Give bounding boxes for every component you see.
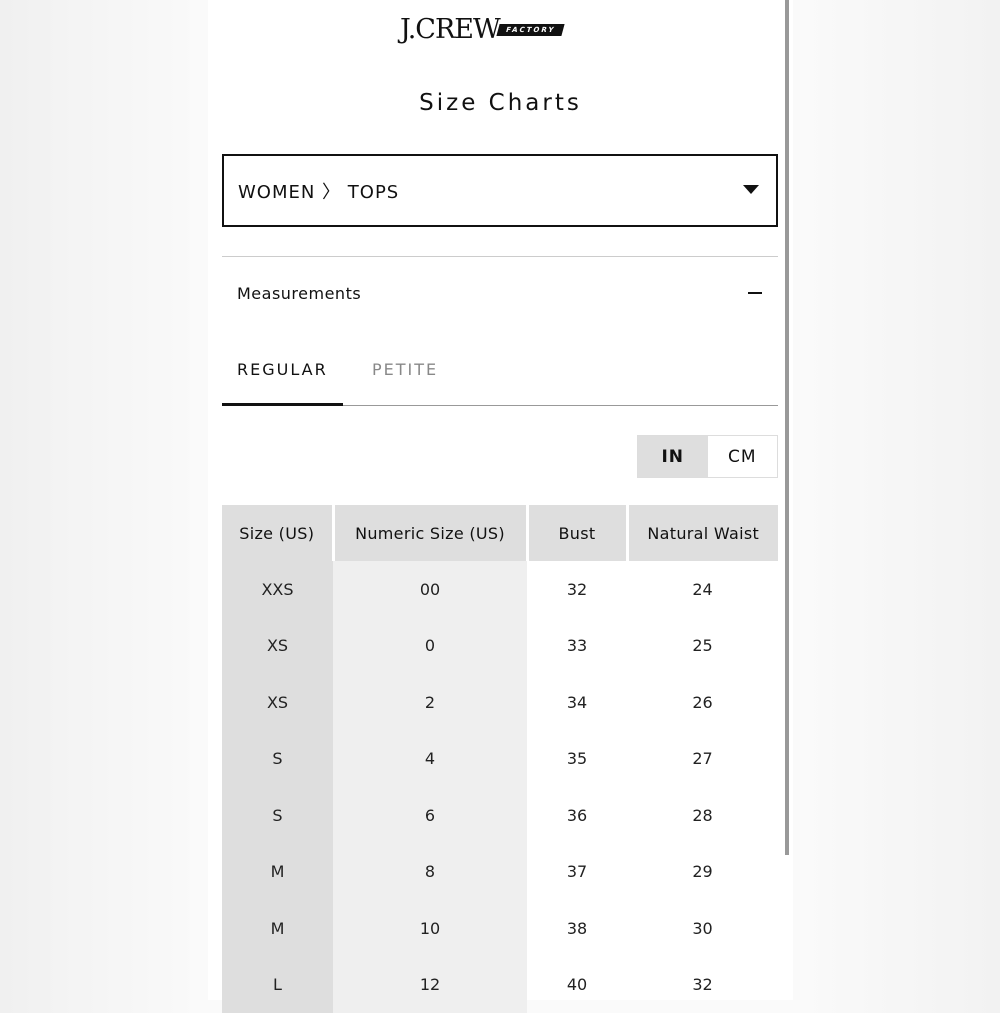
measurements-toggle[interactable]: Measurements: [237, 284, 361, 303]
table-cell: 0: [333, 618, 527, 675]
table-cell: 6: [333, 787, 527, 844]
table-cell: 29: [627, 844, 778, 901]
table-cell: 34: [527, 674, 627, 731]
page-title: Size Charts: [208, 90, 793, 116]
tab-regular[interactable]: REGULAR: [237, 360, 328, 379]
column-header: Numeric Size (US): [333, 505, 527, 561]
table-cell: 32: [527, 561, 627, 618]
logo-sub: FACTORY: [496, 24, 565, 36]
table-cell: 2: [333, 674, 527, 731]
column-header: Natural Waist: [627, 505, 778, 561]
table-cell: 8: [333, 844, 527, 901]
unit-in-button[interactable]: IN: [638, 436, 708, 477]
table-cell: 27: [627, 731, 778, 788]
table-cell: 25: [627, 618, 778, 675]
logo-brand: J.CREW: [400, 14, 500, 45]
table-cell: 26: [627, 674, 778, 731]
table-cell: 38: [527, 900, 627, 957]
table-cell: XS: [222, 674, 333, 731]
table-cell: 28: [627, 787, 778, 844]
column-header: Bust: [527, 505, 627, 561]
table-cell: 4: [333, 731, 527, 788]
category-select-value: WOMEN 〉 TOPS: [238, 178, 399, 204]
table-cell: 12: [333, 957, 527, 1013]
table-cell: 35: [527, 731, 627, 788]
tab-petite[interactable]: PETITE: [372, 360, 438, 379]
table-cell: XXS: [222, 561, 333, 618]
table-cell: 30: [627, 900, 778, 957]
unit-toggle: IN CM: [637, 435, 778, 478]
table-cell: 32: [627, 957, 778, 1013]
table-cell: 33: [527, 618, 627, 675]
table-cell: S: [222, 731, 333, 788]
table-cell: 10: [333, 900, 527, 957]
minus-icon[interactable]: [748, 292, 762, 294]
table-cell: 24: [627, 561, 778, 618]
unit-cm-button[interactable]: CM: [708, 436, 778, 477]
caret-down-icon: [743, 185, 759, 194]
table-cell: M: [222, 900, 333, 957]
table-cell: 00: [333, 561, 527, 618]
jcrew-factory-logo[interactable]: J.CREW FACTORY: [400, 14, 563, 45]
table-cell: XS: [222, 618, 333, 675]
table-cell: L: [222, 957, 333, 1013]
divider: [222, 256, 778, 257]
table-cell: 40: [527, 957, 627, 1013]
category-select[interactable]: WOMEN 〉 TOPS: [222, 154, 778, 227]
active-tab-indicator: [222, 403, 343, 406]
scrollbar[interactable]: [785, 0, 789, 855]
table-cell: M: [222, 844, 333, 901]
column-header: Size (US): [222, 505, 333, 561]
table-cell: S: [222, 787, 333, 844]
table-cell: 36: [527, 787, 627, 844]
table-cell: 37: [527, 844, 627, 901]
